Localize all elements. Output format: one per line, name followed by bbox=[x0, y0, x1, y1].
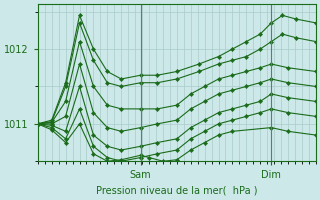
X-axis label: Pression niveau de la mer(  hPa ): Pression niveau de la mer( hPa ) bbox=[96, 186, 258, 196]
